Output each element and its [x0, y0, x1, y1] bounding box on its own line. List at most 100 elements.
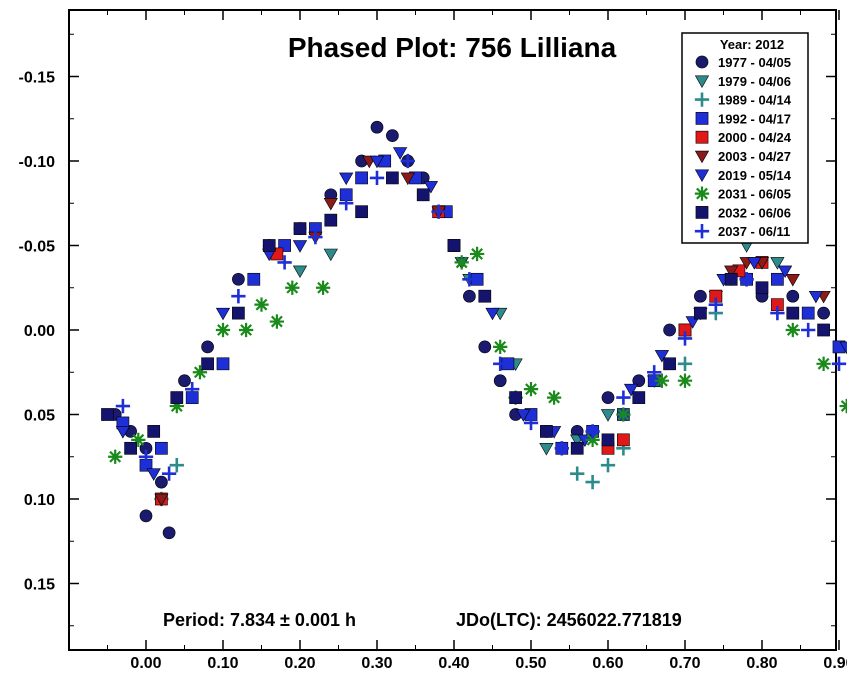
data-point: [162, 526, 176, 540]
data-point: [238, 322, 254, 338]
data-point: [785, 322, 800, 338]
data-point: [369, 155, 385, 169]
data-point: [232, 272, 245, 286]
data-point: [115, 398, 131, 414]
data-point: [101, 408, 114, 421]
data-point: [831, 356, 847, 371]
data-point: [839, 398, 847, 414]
data-point: [585, 424, 600, 439]
data-point: [215, 322, 231, 338]
series-2032-06-06: [101, 171, 830, 455]
data-point: [192, 365, 208, 380]
data-point: [694, 306, 707, 320]
legend-marker: [695, 130, 709, 144]
legend-marker: [694, 75, 710, 89]
y-tick-label: 0.15: [24, 577, 55, 594]
data-point: [147, 425, 161, 438]
legend-label: 1979 - 04/06: [718, 74, 791, 89]
data-point: [523, 415, 539, 431]
legend-marker: [695, 206, 709, 219]
y-tick-label: -0.05: [19, 239, 56, 256]
data-point: [817, 306, 830, 320]
data-point: [647, 365, 662, 380]
legend-marker: [694, 92, 710, 107]
data-point: [554, 441, 569, 456]
data-point: [808, 290, 824, 304]
data-point: [724, 272, 738, 286]
data-point: [339, 172, 354, 186]
data-point: [786, 306, 800, 320]
legend-marker: [694, 169, 710, 183]
data-point: [585, 474, 600, 490]
data-point: [632, 391, 646, 404]
data-point: [546, 390, 562, 405]
x-tick-label: 0.00: [130, 655, 161, 672]
y-tick-label: 0.00: [24, 323, 55, 340]
data-point: [232, 306, 245, 320]
data-point: [131, 432, 146, 447]
x-tick-label: 0.40: [438, 655, 469, 672]
legend-label: 2003 - 04/27: [718, 149, 791, 164]
data-point: [369, 170, 385, 186]
data-point: [262, 239, 276, 252]
data-point: [771, 272, 784, 286]
data-point: [540, 425, 553, 438]
data-point: [770, 257, 785, 270]
data-point: [169, 398, 184, 414]
data-point: [469, 246, 485, 262]
data-point: [777, 265, 793, 279]
data-point: [816, 356, 831, 371]
data-point: [277, 255, 292, 270]
data-point: [617, 433, 630, 447]
data-point: [400, 172, 415, 186]
data-point: [516, 409, 531, 422]
data-point: [323, 248, 338, 262]
data-point: [493, 374, 507, 388]
legend-label: 2000 - 04/24: [718, 130, 792, 145]
data-point: [570, 466, 585, 481]
data-point: [292, 265, 308, 279]
data-point: [755, 281, 769, 295]
data-point: [454, 255, 469, 270]
data-point: [509, 391, 522, 404]
x-tick-label: 0.30: [361, 655, 392, 672]
x-tick-label: 0.20: [284, 655, 315, 672]
axis-ticks: 0.00 0.10 0.20 0.30 0.40 0.50 0.60 0.70 0.80 0.90…: [19, 10, 847, 672]
data-point: [785, 274, 800, 287]
data-point: [416, 188, 430, 202]
y-tick-label: -0.10: [19, 154, 56, 171]
data-point: [247, 272, 261, 286]
data-point: [355, 205, 368, 219]
data-point: [254, 297, 269, 312]
y-tick-label: 0.10: [24, 492, 55, 509]
data-point: [801, 322, 816, 338]
legend-title: Year: 2012: [720, 37, 784, 52]
series-2037-06-11: [115, 153, 847, 481]
data-point: [315, 280, 331, 295]
data-point: [632, 374, 646, 388]
data-point: [654, 373, 670, 388]
legend-items: 1977 - 04/05 1979 - 04/06 1989 - 04/14 1992…: [694, 55, 792, 239]
x-tick-label: 0.80: [746, 655, 777, 672]
period-annotation: Period: 7.834 ± 0.001 h: [163, 610, 356, 630]
data-point: [616, 390, 631, 405]
data-point: [585, 432, 600, 447]
data-point: [616, 407, 631, 422]
data-point: [447, 239, 461, 252]
series-2019-05-14: [115, 147, 847, 481]
data-point: [677, 331, 693, 346]
data-point: [324, 213, 338, 227]
data-point: [355, 171, 368, 185]
data-point: [154, 493, 169, 507]
legend-marker: [695, 55, 709, 69]
epoch-annotation: JDo(LTC): 2456022.771819: [456, 610, 682, 630]
legend-label: 1992 - 04/17: [718, 111, 791, 126]
legend-marker: [695, 112, 709, 125]
data-point: [677, 373, 693, 388]
data-point: [400, 153, 415, 169]
data-point: [215, 307, 231, 321]
legend-marker: [694, 186, 710, 201]
data-point: [539, 443, 554, 456]
data-point: [493, 339, 508, 355]
